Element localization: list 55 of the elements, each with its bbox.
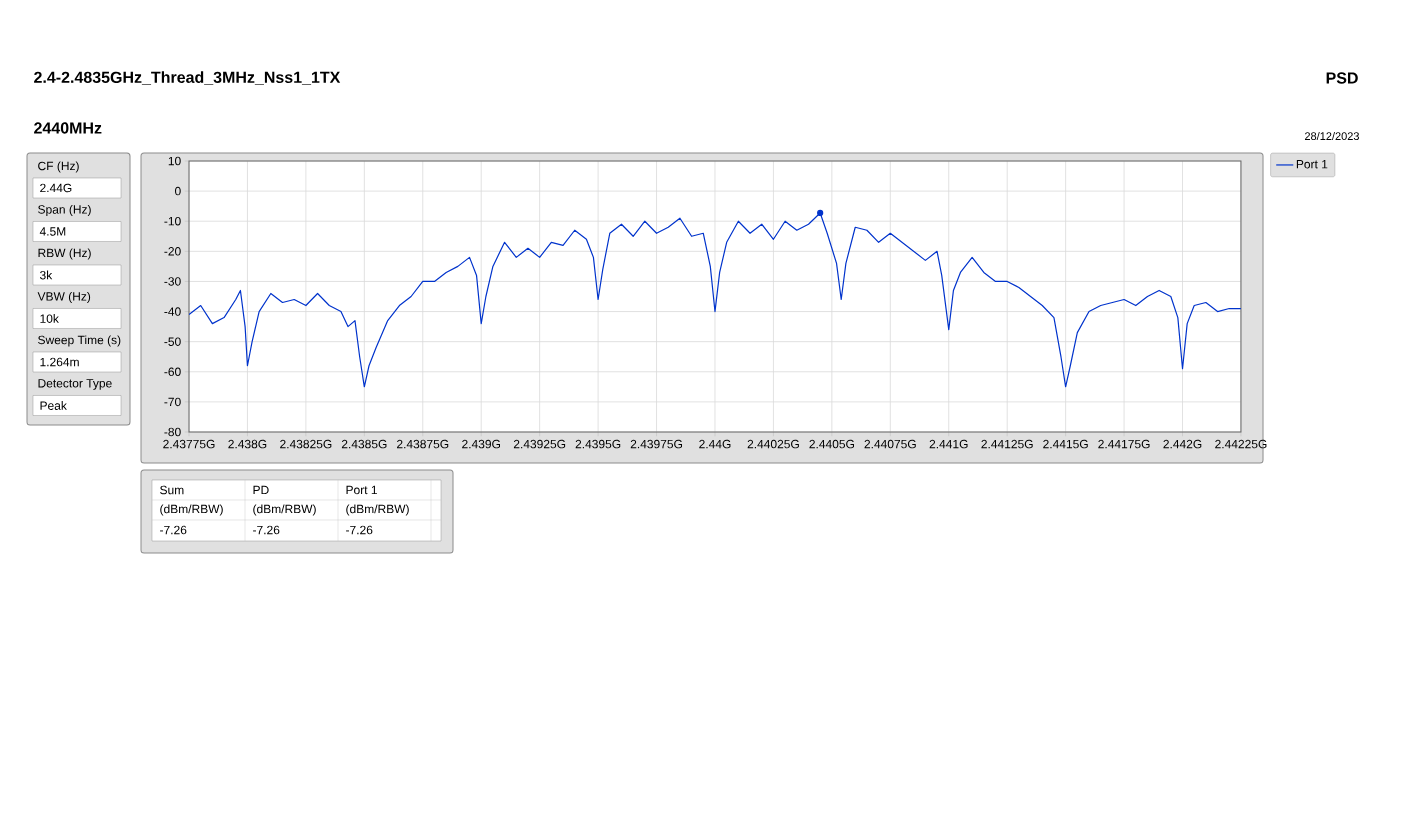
x-tick-label: 2.438G — [228, 439, 267, 449]
y-tick-label: 10 — [168, 156, 181, 166]
text: 3k — [39, 270, 53, 280]
text: 4.5M — [39, 227, 66, 236]
x-tick-label: 2.44125G — [981, 439, 1033, 449]
text: -7.26 — [253, 525, 280, 535]
text: Sum — [160, 485, 184, 495]
text: Span (Hz) — [38, 204, 91, 217]
y-tick-label: -40 — [164, 307, 181, 316]
text: Peak — [40, 401, 67, 410]
y-tick-label: -10 — [164, 216, 181, 226]
text: (dBm/RBW) — [253, 504, 316, 516]
x-tick-label: 2.4385G — [341, 439, 387, 449]
text: CF (Hz) — [38, 161, 79, 173]
y-tick-label: -50 — [164, 337, 181, 346]
x-tick-label: 2.43975G — [630, 439, 682, 449]
x-tick-label: 2.44175G — [1098, 439, 1150, 449]
x-tick-label: 2.4405G — [809, 439, 854, 449]
text: RBW (Hz) — [38, 248, 91, 260]
x-tick-label: 2.43775G — [163, 439, 215, 449]
legend-label: Port 1 — [1296, 160, 1328, 169]
text: Sweep Time (s) — [38, 335, 121, 347]
text: -7.26 — [346, 525, 373, 535]
x-tick-label: 2.44025G — [747, 439, 799, 449]
text: VBW (Hz) — [37, 291, 91, 304]
text: Detector Type — [38, 379, 112, 390]
text: Port 1 — [346, 485, 377, 495]
x-tick-label: 2.43825G — [280, 439, 332, 449]
text: 10k — [40, 314, 59, 323]
text: (dBm/RBW) — [160, 504, 223, 516]
text: PSD — [1326, 72, 1358, 84]
y-tick-label: -30 — [164, 277, 181, 286]
x-tick-label: 2.43925G — [513, 439, 566, 449]
y-tick-label: -70 — [164, 397, 181, 407]
y-tick-label: -80 — [164, 427, 181, 437]
text: -7.26 — [160, 525, 187, 535]
y-tick-label: -60 — [164, 367, 181, 377]
x-tick-label: 2.442G — [1163, 439, 1202, 449]
text: 1.264m — [40, 357, 79, 367]
x-tick-label: 2.4415G — [1043, 439, 1088, 449]
x-tick-label: 2.44225G — [1215, 439, 1267, 449]
text: PD — [253, 485, 269, 495]
y-tick-label: -20 — [164, 247, 181, 256]
chart-subtitle: 2440MHz — [34, 122, 102, 134]
x-tick-label: 2.44G — [699, 439, 731, 449]
text: 28/12/2023 — [1304, 131, 1359, 141]
y-tick-label: 0 — [175, 186, 181, 196]
x-tick-label: 2.44075G — [864, 439, 916, 449]
chart-title: 2.4-2.4835GHz_Thread_3MHz_Nss1_1TX — [34, 71, 341, 85]
text: 2.44G — [40, 183, 72, 193]
x-tick-label: 2.441G — [929, 439, 968, 449]
x-tick-label: 2.439G — [462, 439, 500, 449]
text: (dBm/RBW) — [346, 504, 409, 516]
x-tick-label: 2.43875G — [397, 439, 449, 449]
x-tick-label: 2.4395G — [575, 439, 621, 449]
